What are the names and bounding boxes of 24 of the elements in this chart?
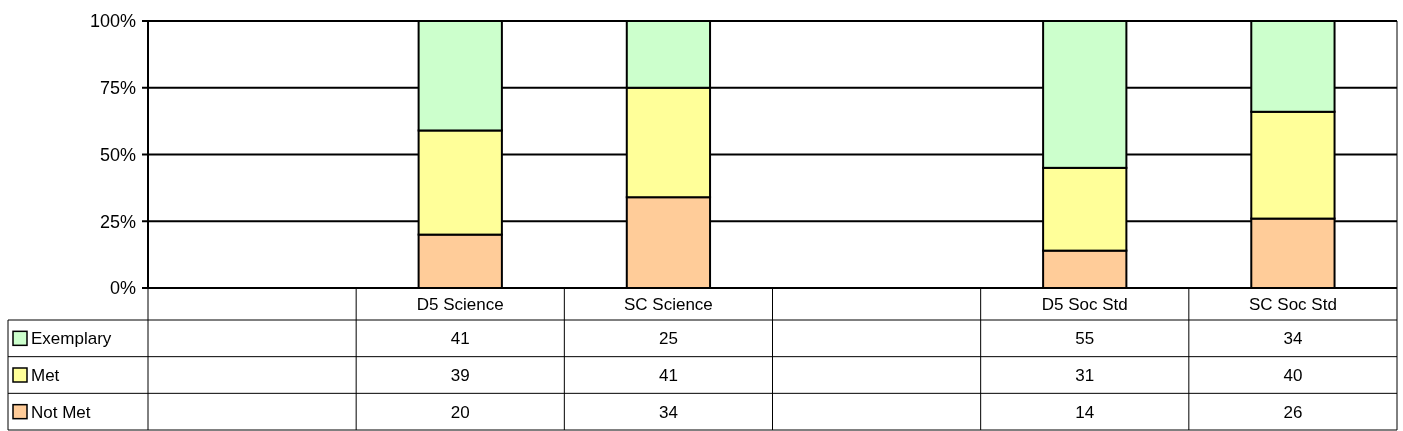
x-tick-label: D5 Science [416,294,504,314]
data-label: 34 [1283,329,1303,349]
y-tick-label: 0% [109,278,136,299]
legend-label: Not Met [31,402,91,422]
data-label: 41 [658,365,678,385]
data-label: 55 [1075,329,1095,349]
y-tick-label: 50% [99,144,136,165]
legend-label: Met [31,365,60,385]
data-label: 14 [1075,402,1095,422]
data-label: 31 [1075,365,1095,385]
x-tick-label: D5 Soc Std [1041,294,1128,314]
y-tick-label: 25% [99,211,136,232]
x-tick-label: SC Science [624,294,713,314]
y-tick-label: 100% [89,11,136,32]
x-tick-label: SC Soc Std [1248,294,1337,314]
data-label: 26 [1283,402,1303,422]
legend-label: Exemplary [31,329,112,349]
data-label: 34 [658,402,678,422]
data-label: 25 [658,329,678,349]
data-label: 40 [1283,365,1303,385]
data-label: 20 [450,402,470,422]
data-label: 41 [450,329,470,349]
data-label: 39 [450,365,470,385]
y-tick-label: 75% [99,78,136,99]
